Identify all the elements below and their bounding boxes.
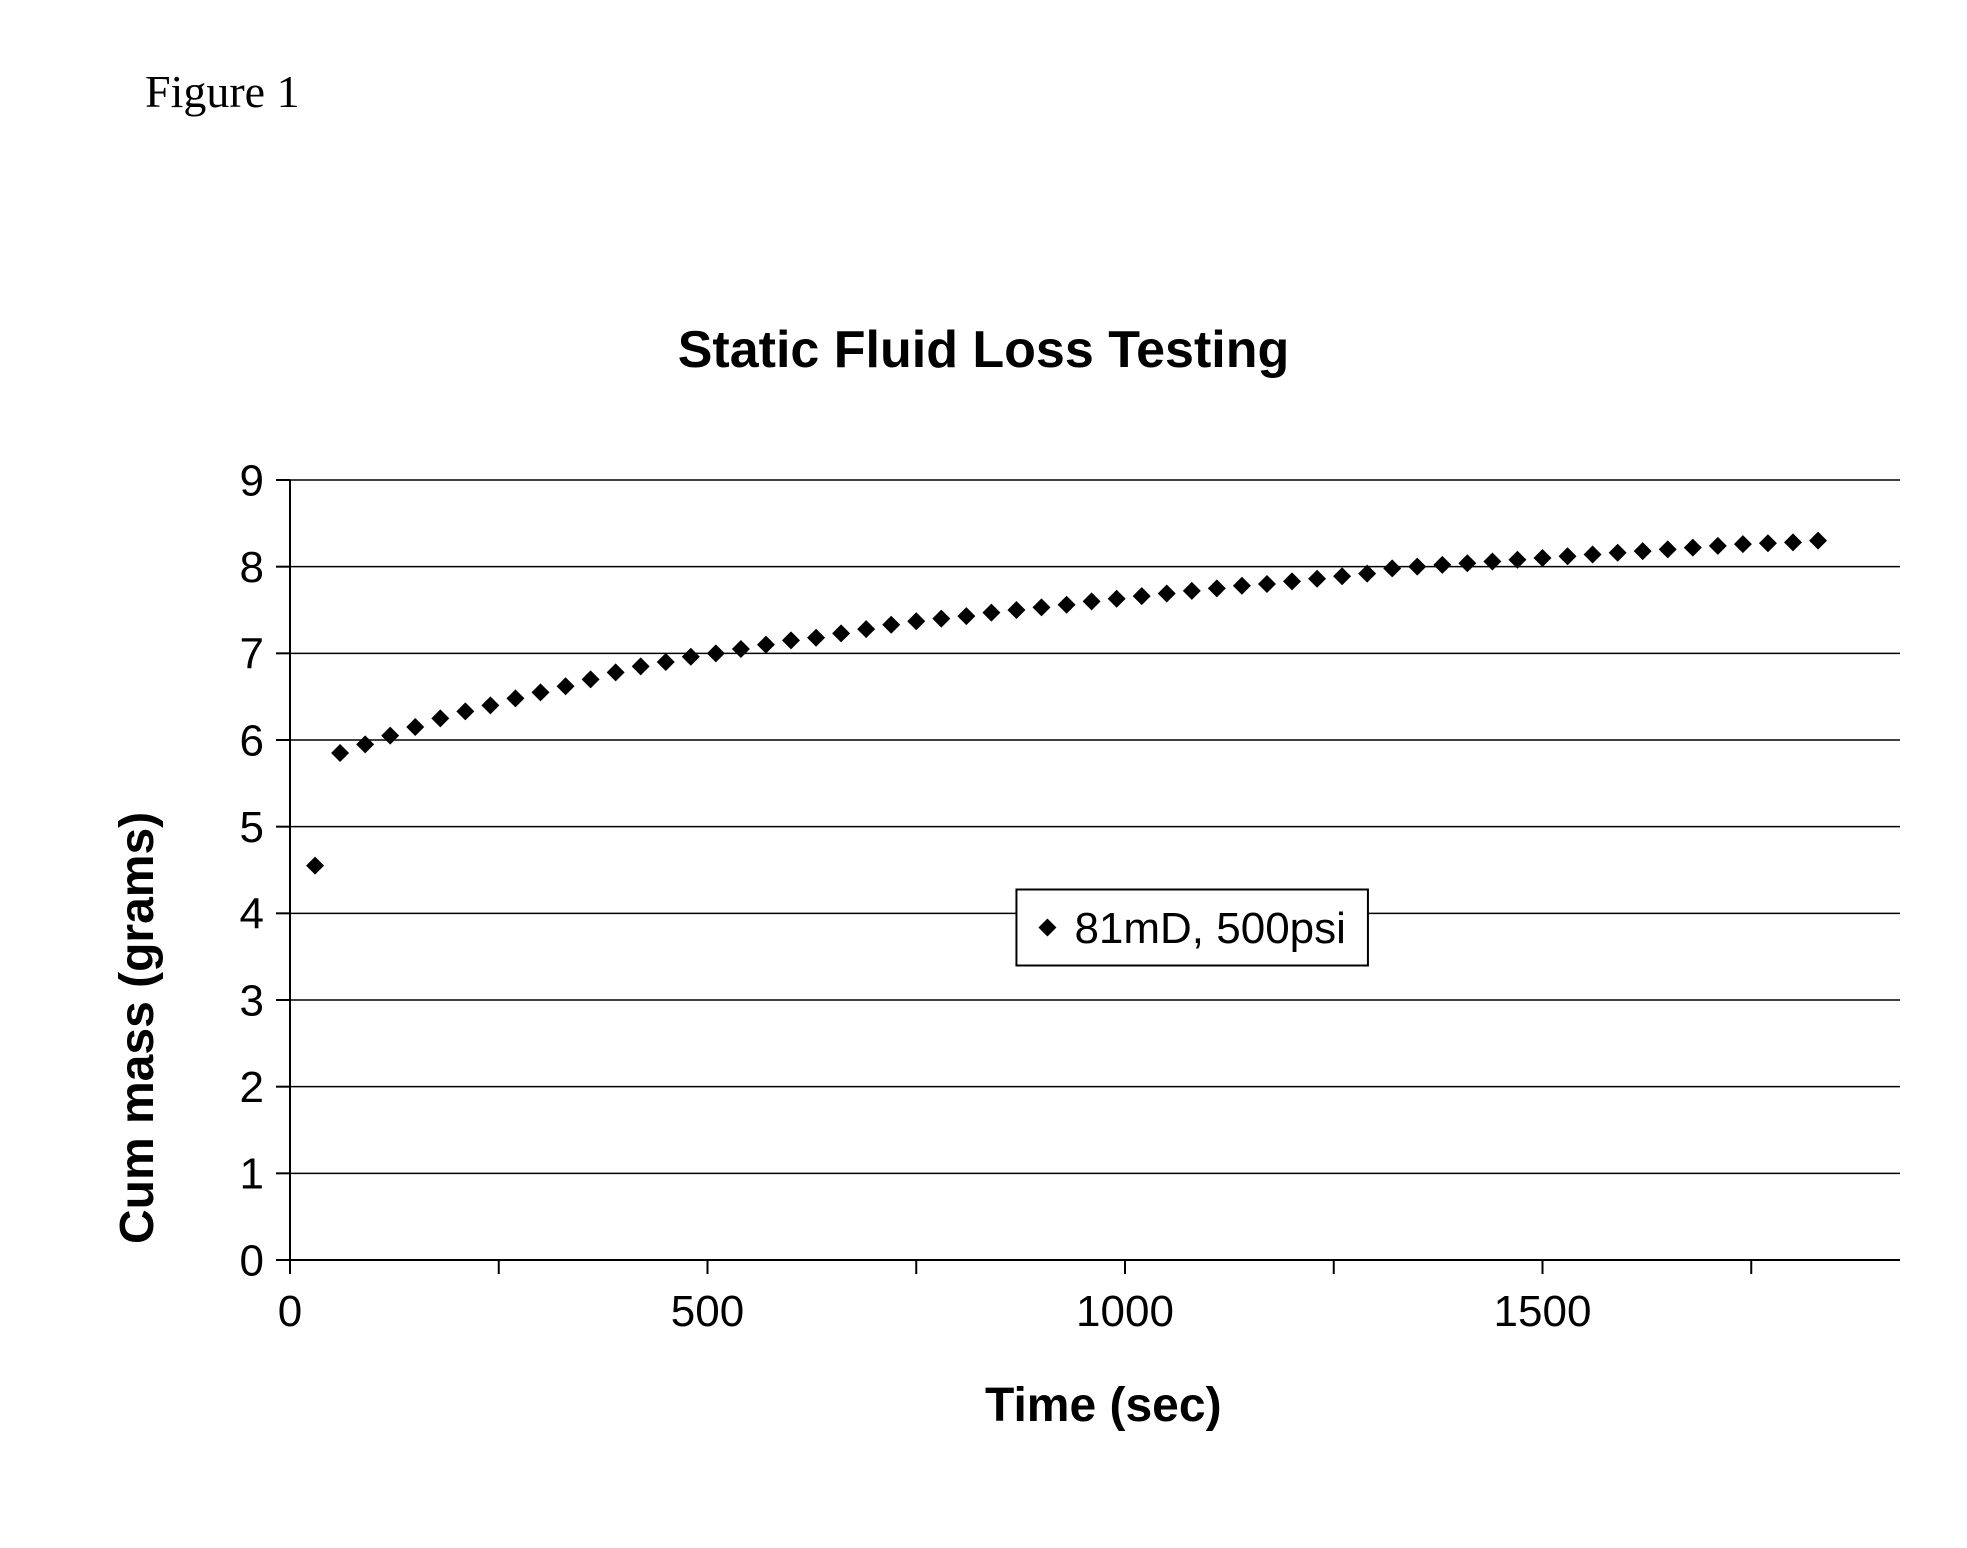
figure-label: Figure 1: [145, 65, 300, 118]
svg-text:9: 9: [240, 456, 264, 505]
svg-text:8: 8: [240, 543, 264, 592]
svg-text:1500: 1500: [1494, 1287, 1592, 1336]
svg-text:1: 1: [240, 1150, 264, 1199]
chart-svg: 0123456789050010001500200081mD, 500psi: [80, 430, 1900, 1480]
chart-area: 0123456789050010001500200081mD, 500psi C…: [80, 430, 1900, 1480]
svg-text:1000: 1000: [1076, 1287, 1174, 1336]
svg-text:81mD, 500psi: 81mD, 500psi: [1074, 904, 1345, 953]
x-axis-label: Time (sec): [985, 1378, 1222, 1433]
svg-text:2: 2: [240, 1063, 264, 1112]
y-axis-label: Cum mass (grams): [110, 812, 165, 1244]
page: Figure 1 Static Fluid Loss Testing 0 1 2 3 4…: [0, 0, 1967, 1548]
svg-text:0: 0: [240, 1236, 264, 1285]
svg-text:6: 6: [240, 716, 264, 765]
svg-text:500: 500: [671, 1287, 744, 1336]
svg-text:4: 4: [240, 890, 264, 939]
svg-text:3: 3: [240, 976, 264, 1025]
svg-text:5: 5: [240, 803, 264, 852]
svg-text:7: 7: [240, 630, 264, 679]
chart-title: Static Fluid Loss Testing: [0, 320, 1967, 380]
svg-text:0: 0: [278, 1287, 302, 1336]
